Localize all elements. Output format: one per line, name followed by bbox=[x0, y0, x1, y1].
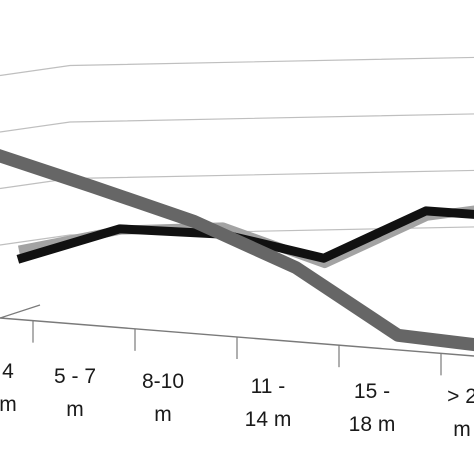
series-lines bbox=[0, 149, 474, 352]
gridlines bbox=[0, 56, 474, 246]
category-label: > 2 m bbox=[447, 385, 474, 441]
category-label-line: 11 - bbox=[251, 375, 286, 398]
gridline bbox=[0, 226, 474, 246]
category-label: 5 - 7 m bbox=[54, 365, 96, 421]
category-axis bbox=[0, 304, 474, 376]
series-line-1 bbox=[0, 149, 474, 352]
category-label-line: m bbox=[453, 418, 471, 441]
category-label-line: 18 m bbox=[349, 413, 396, 436]
category-label: 11 - 14 m bbox=[245, 375, 292, 431]
category-label: 15 - 18 m bbox=[349, 380, 396, 436]
series-line-2 bbox=[16, 206, 474, 264]
category-label-line: > 2 bbox=[447, 385, 474, 408]
category-label-line: m bbox=[154, 403, 172, 426]
category-label-line: 5 - 7 bbox=[54, 365, 96, 388]
series-line-3 bbox=[17, 205, 474, 269]
category-label-line: 8-10 bbox=[142, 370, 184, 393]
category-label-line: 4 bbox=[2, 360, 14, 383]
category-label-line: 14 m bbox=[245, 408, 292, 431]
category-label-line: m bbox=[66, 398, 84, 421]
category-label-line: 15 - bbox=[354, 380, 390, 403]
floor-edge bbox=[0, 304, 41, 319]
gridline bbox=[0, 56, 474, 77]
gridline bbox=[0, 113, 474, 133]
category-label-line: m bbox=[0, 393, 17, 416]
category-label: 8-10 m bbox=[142, 370, 184, 426]
